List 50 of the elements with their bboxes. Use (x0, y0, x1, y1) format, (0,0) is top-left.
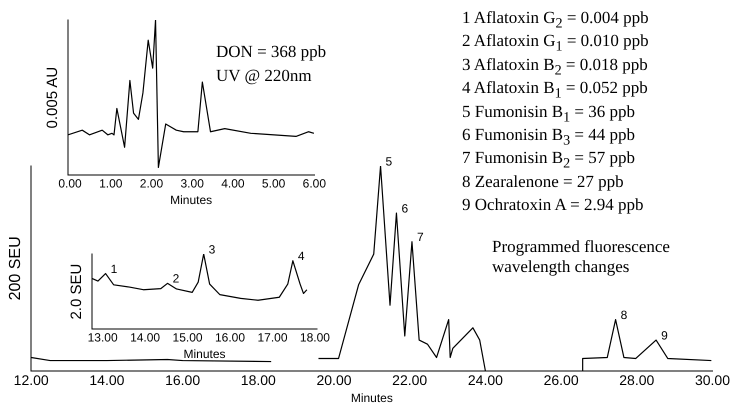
x-tick-label: 30.00 (694, 372, 730, 388)
x-tick-label: 24.00 (468, 372, 504, 388)
annotation: 9 Ochratoxin A = 2.94 ppb (462, 195, 644, 216)
x-tick-label: 1.00 (99, 176, 123, 191)
x-tick-label: 3.00 (180, 176, 204, 191)
annotation: 2 (172, 272, 180, 286)
text: 2 Aflatoxin G$_{1}$ = 0.010 ppb (462, 31, 650, 57)
x-tick-label: 2.00 (140, 176, 164, 191)
annotation: Programmed fluorescence wavelength changes (492, 237, 671, 277)
x-tick-label: 26.00 (544, 372, 579, 388)
x-tick-label: 18.00 (240, 372, 276, 388)
x-tick-label: 14.00 (89, 372, 125, 388)
annotation: 1 (110, 262, 118, 276)
y-axis-title: 0.005 AU (44, 66, 62, 128)
x-tick-label: 20.00 (316, 372, 352, 388)
x-tick-label: 22.00 (392, 372, 428, 388)
text: 3 Aflatoxin B$_{2}$ = 0.018 ppb (462, 54, 648, 78)
annotation: 7 Fumonisin B$_{2}$ = 57 ppb (462, 148, 636, 174)
x-tick-label: 5.00 (262, 176, 286, 191)
text: 5 Fumonisin B$_{1}$ = 36 ppb (462, 102, 636, 127)
x-tick-label: 17.00 (257, 330, 288, 345)
text: 1 Aflatoxin G$_{2}$ = 0.004 ppb (462, 8, 649, 32)
x-tick-label: 28.00 (619, 372, 655, 388)
annotation: UV @ 220nm (216, 66, 313, 86)
x-axis-title: Minutes (170, 193, 212, 208)
x-tick-label: 14.00 (130, 330, 160, 345)
annotation: 3 (208, 242, 216, 256)
x-axis-title: Minutes (350, 391, 393, 406)
x-axis-title: Minutes (184, 347, 226, 362)
x-tick-label: 18.00 (300, 330, 330, 345)
x-tick-label: 6.00 (302, 176, 326, 191)
annotation: 8 Zearalenone = 27 ppb (462, 172, 625, 192)
annotation: 8 (620, 308, 628, 322)
x-tick-label: 13.00 (88, 330, 118, 345)
annotation: 9 (661, 328, 668, 342)
x-tick-label: 12.00 (14, 372, 49, 388)
x-tick-label: 15.00 (172, 330, 203, 345)
text: 6 Fumonisin B$_{3}$ = 44 ppb (462, 125, 636, 148)
x-tick-label: 16.00 (215, 330, 246, 345)
annotation: DON = 368 ppb (216, 42, 328, 62)
annotation: 4 (298, 249, 305, 264)
annotation: 7 (416, 230, 424, 244)
y-axis-title: 200 SEU (7, 236, 24, 300)
y-axis-title: 2.0 SEU (68, 264, 86, 320)
text: 4 Aflatoxin B$_{1}$ = 0.052 ppb (462, 78, 649, 104)
x-tick-label: 4.00 (221, 176, 245, 191)
x-tick-label: 16.00 (165, 372, 200, 388)
annotation: 5 (386, 154, 393, 168)
x-tick-label: 0.00 (58, 176, 82, 191)
annotation: 6 (401, 201, 408, 216)
